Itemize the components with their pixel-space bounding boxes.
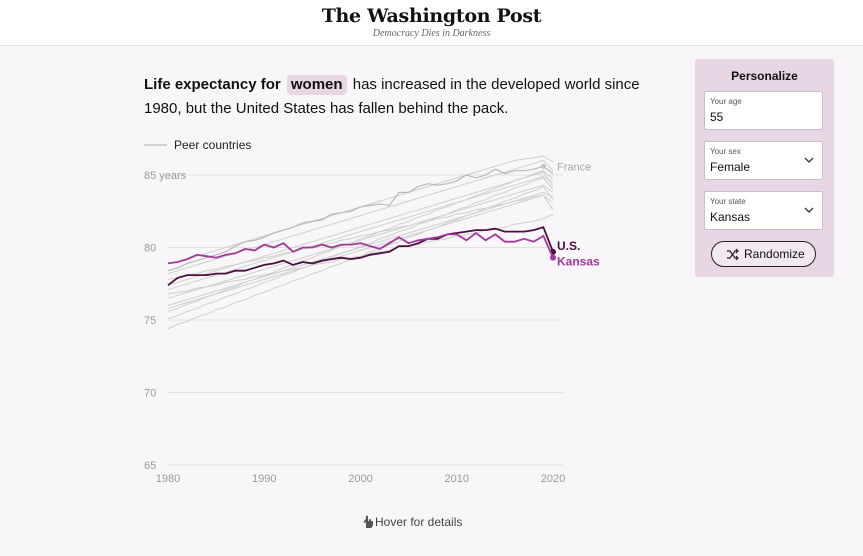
randomize-button[interactable]: Randomize: [711, 241, 816, 267]
us-label: U.S.: [557, 239, 580, 253]
france-end-point: [540, 163, 546, 169]
personalize-panel: Personalize Your age 55 Your sex Female …: [695, 59, 834, 277]
y-tick-label: 80: [144, 243, 156, 255]
sex-highlight: women: [286, 75, 347, 95]
kansas-label: Kansas: [557, 255, 600, 269]
x-tick-label: 1990: [252, 473, 276, 485]
peer-country-line[interactable]: [167, 191, 554, 306]
state-value: Kansas: [710, 210, 751, 224]
pointer-hand-icon: [363, 515, 374, 528]
peer-country-line[interactable]: [167, 184, 554, 299]
chart-grid: [168, 174, 563, 466]
y-axis-ticks: 85 years 80 75 70 65: [144, 170, 187, 472]
peer-country-line[interactable]: [167, 175, 554, 291]
y-tick-label: 70: [144, 388, 156, 400]
age-value: 55: [710, 110, 724, 124]
peer-country-line[interactable]: [167, 171, 554, 286]
chevron-down-icon: [804, 207, 814, 213]
y-tick-label: 75: [144, 315, 156, 327]
highlighted-series[interactable]: U.S. Kansas: [167, 226, 600, 286]
france-line[interactable]: [167, 165, 554, 272]
age-field[interactable]: Your age 55: [704, 91, 823, 130]
x-tick-label: 2010: [445, 473, 469, 485]
age-label: Your age: [710, 97, 742, 106]
x-tick-label: 1980: [156, 473, 180, 485]
peer-country-line[interactable]: [167, 194, 554, 309]
y-tick-label: 65: [144, 460, 156, 472]
france-label: France: [557, 161, 591, 173]
france-series[interactable]: France: [167, 161, 591, 272]
chart-headline: Life expectancy for women has increased …: [144, 73, 674, 121]
state-select[interactable]: Your state Kansas: [704, 191, 823, 230]
peer-country-line[interactable]: [167, 177, 554, 320]
randomize-label: Randomize: [744, 247, 805, 261]
x-tick-label: 2000: [348, 473, 372, 485]
x-tick-label: 2020: [541, 473, 565, 485]
chevron-down-icon: [804, 157, 814, 163]
peer-country-line[interactable]: [167, 170, 554, 312]
personalize-title: Personalize: [731, 69, 798, 83]
sex-label: Your sex: [710, 147, 741, 156]
site-logo[interactable]: The Washington Post: [321, 5, 542, 27]
hover-hint-text: Hover for details: [375, 515, 463, 529]
kansas-line[interactable]: [167, 231, 554, 265]
legend-peer-label: Peer countries: [174, 138, 251, 152]
shuffle-icon: [727, 248, 739, 261]
site-tagline: Democracy Dies in Darkness: [372, 28, 491, 39]
headline-lead: Life expectancy for: [144, 76, 281, 93]
state-label: Your state: [710, 197, 746, 206]
kansas-end-point: [550, 254, 556, 261]
chart-legend: Peer countries: [144, 138, 251, 152]
sex-select[interactable]: Your sex Female: [704, 141, 823, 180]
us-line[interactable]: [167, 226, 554, 286]
masthead: The Washington Post Democracy Dies in Da…: [0, 0, 863, 46]
headline-rest: has increased in the developed world sin…: [144, 76, 640, 117]
y-tick-label: 85 years: [144, 170, 187, 182]
x-axis-ticks: 1980 1990 2000 2010 2020: [156, 473, 565, 485]
peer-country-line[interactable]: [167, 194, 554, 280]
sex-value: Female: [710, 160, 751, 174]
